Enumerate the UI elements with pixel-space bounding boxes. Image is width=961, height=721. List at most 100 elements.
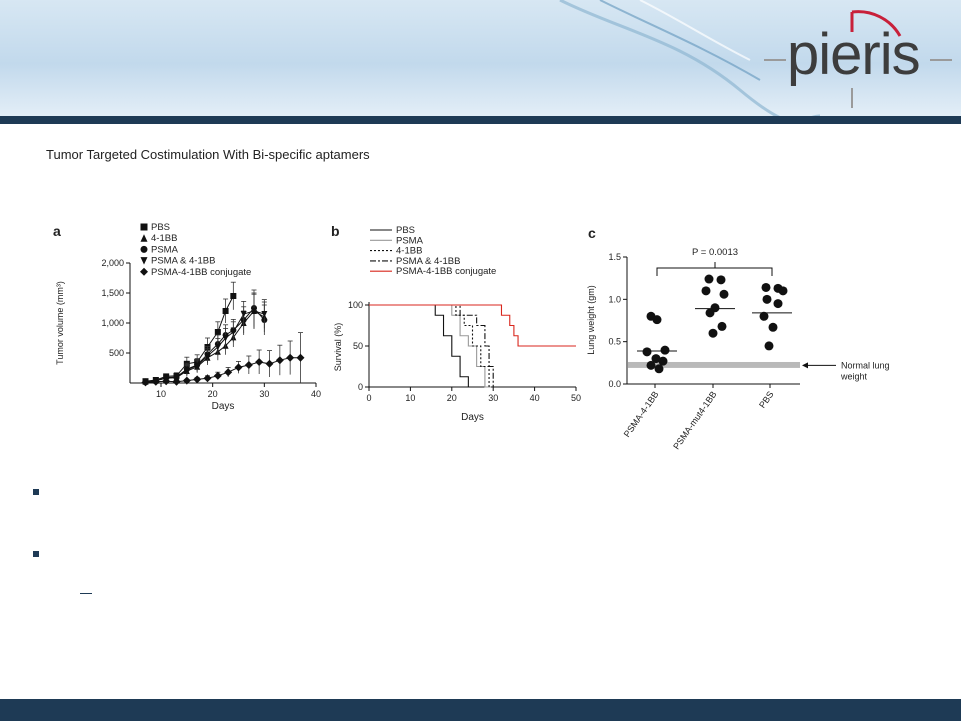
b-legend-label: PSMA-4-1BB conjugate [396, 266, 496, 277]
a-y-axis-label: Tumor volume (mm³) [55, 281, 65, 365]
b-survival-curve [369, 304, 576, 347]
b-x-tick-label: 0 [366, 393, 371, 403]
c-data-point [652, 315, 662, 325]
a-data-point [151, 377, 160, 386]
c-y-tick-label: 0.5 [608, 337, 621, 347]
panel-label-a: a [53, 223, 61, 239]
c-data-point [660, 345, 670, 355]
c-data-point [768, 322, 778, 332]
c-pvalue-label: P = 0.0013 [692, 247, 738, 258]
a-legend-marker [140, 223, 148, 231]
c-data-point [759, 311, 769, 321]
a-data-point [183, 366, 190, 374]
a-data-point [224, 368, 233, 377]
a-data-point [141, 378, 150, 387]
c-x-tick-label: PSMA-4-1BB [622, 389, 661, 439]
b-x-tick-label: 10 [405, 393, 415, 403]
a-legend-label: PBS [151, 222, 170, 233]
a-data-point [214, 344, 221, 351]
a-data-point [230, 293, 237, 299]
a-data-point [173, 374, 180, 381]
b-legend-label: PBS [396, 225, 415, 236]
b-legend-label: 4-1BB [396, 246, 422, 257]
b-y-tick-label: 50 [353, 341, 363, 351]
a-data-point [240, 311, 247, 318]
b-x-tick-label: 20 [447, 393, 457, 403]
a-data-point [255, 358, 264, 366]
a-series-line [145, 357, 301, 383]
b-survival-curve [369, 304, 494, 388]
b-x-tick-label: 30 [488, 393, 498, 403]
c-data-point [705, 308, 715, 318]
a-data-point [222, 308, 229, 314]
c-data-point [654, 364, 664, 374]
b-y-axis-label: Survival (%) [333, 323, 343, 372]
c-data-point [762, 294, 772, 304]
b-y-tick-label: 0 [358, 382, 363, 392]
a-data-point [162, 377, 171, 386]
a-legend-marker [140, 267, 148, 276]
a-data-point [203, 374, 212, 383]
a-legend-marker [140, 257, 148, 265]
a-data-point [265, 359, 274, 368]
a-data-point [213, 371, 222, 380]
c-band-label-line: weight [840, 371, 868, 381]
header-decoration [559, 0, 820, 116]
b-survival-curve [369, 304, 502, 388]
c-data-point [778, 286, 788, 296]
a-x-tick-label: 30 [259, 389, 269, 399]
b-y-tick-label: 100 [348, 300, 363, 310]
a-legend-marker [140, 245, 148, 253]
b-survival-curve [369, 304, 498, 388]
header-bar [0, 116, 961, 124]
a-data-point [193, 375, 202, 384]
a-x-tick-label: 20 [208, 389, 218, 399]
a-data-point [204, 353, 211, 360]
c-y-tick-label: 1.5 [608, 252, 621, 262]
c-arrow-head [802, 362, 808, 369]
a-data-point [275, 356, 284, 365]
c-data-point [716, 275, 726, 285]
b-survival-curve [369, 304, 477, 388]
a-legend-label: PSMA-4-1BB conjugate [151, 267, 251, 278]
panel-label-b: b [331, 223, 340, 239]
b-x-tick-label: 50 [571, 393, 581, 403]
a-legend-label: PSMA & 4-1BB [151, 256, 215, 267]
b-x-axis-label: Days [461, 412, 484, 423]
c-data-point [701, 286, 711, 296]
c-y-tick-label: 1.0 [608, 294, 621, 304]
a-data-point [296, 353, 305, 362]
c-data-point [642, 347, 652, 357]
a-y-tick-label: 1,500 [101, 288, 124, 298]
bullet-point-2 [33, 551, 39, 557]
pieris-logo [760, 8, 956, 112]
c-data-point [764, 341, 774, 351]
a-data-point [182, 376, 191, 385]
c-x-tick-label: PBS [757, 389, 776, 409]
a-legend-label: PSMA [151, 244, 179, 255]
b-legend-label: PSMA [396, 235, 424, 246]
a-data-point [234, 363, 243, 372]
a-data-point [230, 329, 237, 336]
a-y-tick-label: 1,000 [101, 318, 124, 328]
c-data-point [646, 360, 656, 370]
a-data-point [214, 329, 221, 335]
a-data-point [286, 353, 295, 362]
panel-label-c: c [588, 225, 596, 241]
c-y-tick-label: 0.0 [608, 379, 621, 389]
bullet-point-1 [33, 489, 39, 495]
c-data-point [651, 354, 661, 364]
a-legend-marker [140, 234, 148, 242]
c-x-tick-label: PSMA-mut4-1BB [671, 389, 718, 451]
figure-panels: a 50 0 1,000 1,500 2,000 10 20 30 40 Days Tumor vol… [53, 222, 890, 451]
a-y-tick-label: 2,000 [101, 258, 124, 268]
c-data-point [717, 321, 727, 331]
c-band-label-line: Normal lung [841, 360, 890, 370]
a-x-axis-label: Days [212, 401, 235, 412]
c-data-point [719, 289, 729, 299]
a-x-tick-label: 10 [156, 389, 166, 399]
c-significance-bracket [656, 267, 773, 276]
sub-bullet-dash [80, 593, 92, 594]
b-x-tick-label: 40 [530, 393, 540, 403]
c-data-point [658, 356, 668, 366]
